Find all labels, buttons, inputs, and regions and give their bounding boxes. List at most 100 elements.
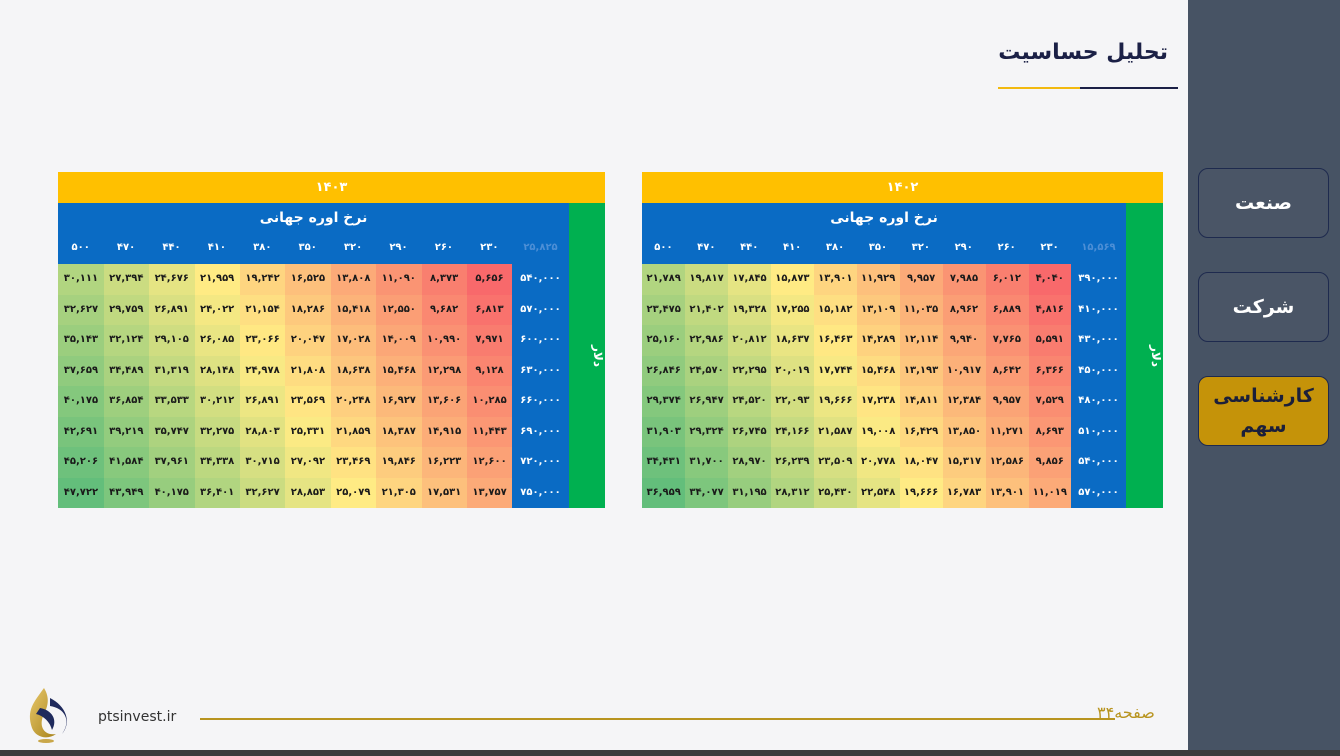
- table-cell: ۲۳,۴۷۵: [642, 294, 686, 325]
- row-axis-label-text: دلار: [1149, 344, 1163, 367]
- table-cell: ۱۹,۳۲۸: [727, 294, 772, 325]
- table-cell: ۲۰,۲۴۸: [330, 386, 377, 417]
- table-cell: ۲۹,۷۵۹: [103, 294, 150, 325]
- table-cell: ۲۹,۱۰۵: [148, 325, 195, 356]
- table-cell: ۱۶,۲۲۳: [421, 447, 468, 478]
- table-cell: ۲۸,۱۴۸: [194, 355, 241, 386]
- table-cell: ۱۲,۳۸۴: [942, 386, 986, 417]
- nav-industry-button[interactable]: صنعت: [1198, 168, 1329, 238]
- table-cell: ۱۷,۲۳۸: [856, 386, 900, 417]
- table-cell: ۲۱,۸۵۹: [330, 416, 377, 447]
- table-cell: ۳۴,۳۳۸: [194, 447, 241, 478]
- table-cell: ۲۴,۱۶۶: [770, 416, 815, 447]
- table-cell: ۱۳,۸۵۰: [942, 416, 986, 447]
- row-header: ۵۷۰,۰۰۰: [1071, 477, 1126, 508]
- table-cell: ۱۸,۳۸۷: [375, 416, 422, 447]
- table-cell: ۶,۳۶۶: [1028, 355, 1072, 386]
- table-cell: ۱۱,۲۷۱: [985, 416, 1029, 447]
- table-cell: ۲۸,۹۷۰: [727, 447, 772, 478]
- table-cell: ۳۵,۷۴۷: [148, 416, 195, 447]
- table-cell: ۳۲,۶۲۷: [239, 477, 286, 508]
- row-header: ۴۳۰,۰۰۰: [1071, 325, 1126, 356]
- table-cell: ۱۸,۰۴۷: [899, 447, 943, 478]
- table-cell: ۲۸,۸۰۳: [239, 416, 286, 447]
- row-header: ۷۲۰,۰۰۰: [512, 447, 569, 478]
- table-cell: ۳۴,۴۳۱: [642, 447, 686, 478]
- table-subheader: نرخ اوره جهانی: [830, 210, 938, 226]
- column-header: ۳۵۰: [298, 242, 317, 253]
- table-cell: ۱۱,۹۲۹: [856, 264, 900, 295]
- table-cell: ۱۵,۳۱۷: [942, 447, 986, 478]
- table-cell: ۲۴,۵۷۰: [684, 355, 729, 386]
- row-header: ۵۴۰,۰۰۰: [1071, 447, 1126, 478]
- table-cell: ۳۴,۴۸۹: [103, 355, 150, 386]
- table-cell: ۱۸,۲۸۶: [285, 294, 331, 325]
- table-cell: ۱۳,۱۰۹: [856, 294, 900, 325]
- row-header: ۴۸۰,۰۰۰: [1071, 386, 1126, 417]
- column-header: ۲۳۰: [1040, 242, 1059, 253]
- table-cell: ۲۲,۲۹۵: [727, 355, 772, 386]
- column-header: ۴۴۰: [740, 242, 759, 253]
- row-header: ۵۷۰,۰۰۰: [512, 294, 569, 325]
- row-header: ۳۹۰,۰۰۰: [1071, 264, 1126, 295]
- table-cell: ۱۶,۵۲۵: [285, 264, 331, 295]
- table-cell: ۲۲,۹۸۶: [684, 325, 729, 356]
- table-cell: ۲۵,۴۳۰: [813, 477, 857, 508]
- column-header: ۵۰۰: [654, 242, 673, 253]
- table-cell: ۱۳,۹۰۱: [813, 264, 857, 295]
- bottom-bar: [0, 750, 1340, 756]
- table-cell: ۲۶,۸۹۱: [239, 386, 286, 417]
- nav-stock-valuation-button[interactable]: کارشناسی سهم: [1198, 376, 1329, 446]
- table-cell: ۱۷,۵۳۱: [421, 477, 468, 508]
- table-cell: ۳۰,۱۱۱: [58, 264, 104, 295]
- column-header: ۲۶۰: [997, 242, 1016, 253]
- table-cell: ۲۴,۰۲۲: [194, 294, 241, 325]
- table-cell: ۱۶,۹۲۷: [375, 386, 422, 417]
- table-cell: ۱۵,۸۷۳: [770, 264, 815, 295]
- table-cell: ۱۲,۱۱۴: [899, 325, 943, 356]
- table-cell: ۱۳,۱۹۳: [899, 355, 943, 386]
- page-title: تحلیل حساسیت: [998, 40, 1168, 65]
- table-cell: ۱۹,۰۰۸: [856, 416, 900, 447]
- table-cell: ۳۴,۰۷۷: [684, 477, 729, 508]
- table-cell: ۲۷,۰۹۲: [285, 447, 331, 478]
- table-cell: ۲۴,۹۷۸: [239, 355, 286, 386]
- table-cell: ۱۷,۷۴۴: [813, 355, 857, 386]
- row-axis-label: دلار: [569, 203, 605, 508]
- footer-website[interactable]: ptsinvest.ir: [98, 709, 177, 725]
- table-cell: ۱۲,۵۸۶: [985, 447, 1029, 478]
- nav-company-button[interactable]: شرکت: [1198, 272, 1329, 342]
- table-cell: ۹,۸۵۶: [1028, 447, 1072, 478]
- table-cell: ۸,۶۹۳: [1028, 416, 1072, 447]
- table-cell: ۳۱,۳۱۹: [148, 355, 195, 386]
- table-cell: ۳۶,۴۰۱: [194, 477, 241, 508]
- table-cell: ۲۴,۵۲۰: [727, 386, 772, 417]
- table-subheader: نرخ اوره جهانی: [259, 210, 368, 226]
- column-header: ۵۰۰: [71, 242, 90, 253]
- table-cell: ۷,۷۶۵: [985, 325, 1029, 356]
- table-cell: ۱۸,۶۳۸: [330, 355, 377, 386]
- table-cell: ۴۱,۵۸۴: [103, 447, 150, 478]
- table-cell: ۱۳,۶۰۶: [421, 386, 468, 417]
- table-cell: ۱۵,۱۸۲: [813, 294, 857, 325]
- table-column-header: نرخ اوره جهانی ۱۵,۵۶۹ ۲۳۰ ۲۶۰ ۲۹۰ ۳۲۰ ۳۵۰ ۳۸۰ ۴۱…: [642, 203, 1126, 264]
- table-cell: ۱۱,۰۱۹: [1028, 477, 1072, 508]
- table-cell: ۱۴,۰۰۹: [375, 325, 422, 356]
- table-cell: ۲۶,۹۴۷: [684, 386, 729, 417]
- column-header: ۲۶۰: [434, 242, 454, 253]
- row-header: ۶۹۰,۰۰۰: [512, 416, 569, 447]
- table-cell: ۲۰,۸۱۲: [727, 325, 772, 356]
- table-cell: ۲۶,۲۳۹: [770, 447, 815, 478]
- footer-divider: [200, 718, 1115, 720]
- table-cell: ۹,۶۸۲: [421, 294, 468, 325]
- table-cell: ۱۶,۷۸۳: [942, 477, 986, 508]
- table-year-header: ۱۴۰۲: [642, 172, 1163, 203]
- column-header: ۲۳۰: [480, 242, 499, 253]
- table-cell: ۱۰,۲۸۵: [466, 386, 513, 417]
- table-cell: ۳۹,۲۱۹: [103, 416, 150, 447]
- table-cell: ۱۰,۹۹۰: [421, 325, 468, 356]
- base-value: ۲۵,۸۲۵: [523, 242, 558, 253]
- table-cell: ۶,۸۱۳: [466, 294, 513, 325]
- table-cell: ۲۱,۵۸۷: [813, 416, 857, 447]
- sidebar: صنعت شرکت کارشناسی سهم: [1188, 0, 1340, 756]
